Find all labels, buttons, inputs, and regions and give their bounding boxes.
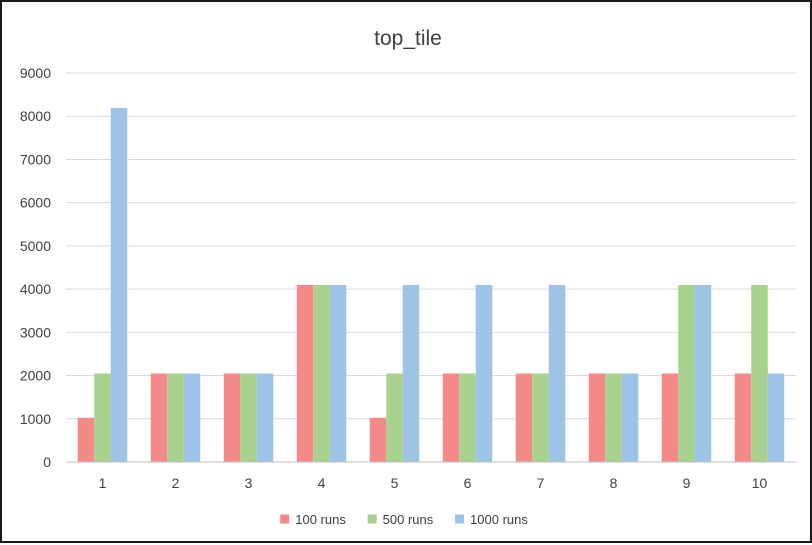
x-tick-label: 1 (99, 475, 107, 491)
bar (313, 284, 330, 462)
y-tick-label: 5000 (20, 238, 51, 254)
x-tick-label: 9 (683, 475, 691, 491)
bar (77, 417, 95, 462)
y-axis-tick-labels: 0 1000 2000 3000 4000 5000 6000 7000 8000 9000 (20, 65, 51, 470)
x-tick-label: 4 (318, 475, 326, 491)
y-tick-label: 3000 (20, 324, 51, 340)
x-tick-label: 5 (391, 475, 399, 491)
bar (256, 373, 274, 462)
bar (515, 373, 533, 462)
bar (588, 373, 606, 462)
y-tick-label: 0 (43, 454, 51, 470)
y-tick-label: 9000 (20, 65, 51, 81)
bar (386, 373, 403, 462)
bar (694, 284, 712, 462)
bar (183, 373, 201, 462)
bar (369, 417, 387, 462)
bar (621, 373, 639, 462)
x-tick-label: 6 (464, 475, 472, 491)
bar (442, 373, 460, 462)
bars (77, 107, 785, 462)
bar (532, 373, 549, 462)
chart-title: top_tile (374, 27, 442, 50)
y-tick-label: 4000 (20, 281, 51, 297)
bar (678, 284, 695, 462)
x-axis-tick-labels: 1 2 3 4 5 6 7 8 9 10 (99, 475, 768, 491)
legend-swatch (455, 514, 465, 524)
y-tick-label: 2000 (20, 368, 51, 384)
y-tick-label: 1000 (20, 411, 51, 427)
bar (734, 373, 752, 462)
x-tick-label: 10 (752, 475, 768, 491)
bar (150, 373, 168, 462)
x-tick-label: 2 (172, 475, 180, 491)
y-tick-label: 8000 (20, 108, 51, 124)
bar (548, 284, 566, 462)
legend-label: 1000 runs (470, 512, 528, 527)
legend-swatch (367, 514, 377, 524)
x-tick-label: 3 (245, 475, 253, 491)
y-tick-label: 7000 (20, 151, 51, 167)
legend-swatch (280, 514, 290, 524)
legend-label: 500 runs (383, 512, 434, 527)
bar (240, 373, 257, 462)
legend: 100 runs 500 runs 1000 runs (280, 512, 528, 527)
bar (296, 284, 314, 462)
bar (475, 284, 493, 462)
bar (605, 373, 622, 462)
bar (661, 373, 679, 462)
x-tick-label: 8 (610, 475, 618, 491)
bar (751, 284, 768, 462)
legend-label: 100 runs (295, 512, 346, 527)
bar (767, 373, 785, 462)
bar (223, 373, 241, 462)
bar (110, 107, 128, 462)
bar (329, 284, 347, 462)
bar (459, 373, 476, 462)
y-tick-label: 6000 (20, 195, 51, 211)
bar (94, 373, 111, 462)
bar (402, 284, 420, 462)
x-tick-label: 7 (537, 475, 545, 491)
bar (167, 373, 184, 462)
